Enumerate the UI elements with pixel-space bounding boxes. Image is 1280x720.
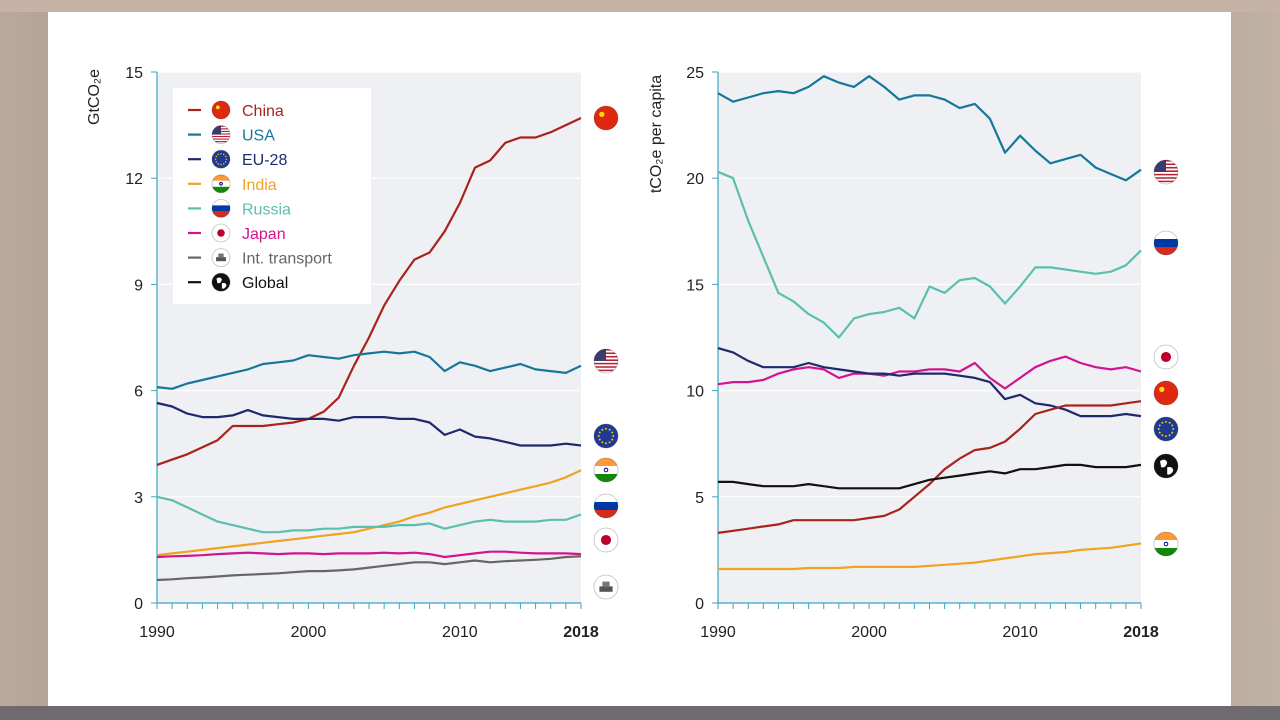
right-x-tick-label: 2018 (1123, 624, 1159, 641)
left-chart: 0 3 6 9 12 15 1990 2000 2010 2018 GtCO₂e China USA EU… (86, 65, 619, 641)
left-y-tick-label: 15 (125, 65, 143, 82)
right-series-line-india (718, 542, 1142, 571)
legend-label-usa: USA (242, 128, 275, 145)
left-x-tick-label: 2010 (442, 624, 478, 641)
right-badge-russia-icon (1153, 230, 1179, 256)
left-badge-japan-icon (593, 527, 619, 553)
right-x-tick-label: 2010 (1002, 624, 1038, 641)
legend-label-russia: Russia (242, 201, 291, 218)
legend-badge-eu-28-icon (211, 149, 231, 169)
right-y-tick-label: 15 (686, 277, 704, 294)
legend-box (173, 88, 371, 304)
left-y-tick-label: 3 (134, 490, 143, 507)
right-badge-china-icon (1153, 380, 1179, 406)
left-series-line-eu-28 (156, 401, 582, 447)
right-series-line-eu-28 (717, 347, 1142, 418)
right-y-axis-label: tCO₂e per capita (648, 75, 665, 193)
right-y-tick-label: 20 (686, 171, 704, 188)
legend-badge-int-transport-icon (211, 248, 231, 268)
legend: China USA EU-28 India Russia Japan Int. transp… (173, 88, 371, 304)
left-y-tick-label: 9 (134, 277, 143, 294)
right-y-tick-label: 10 (686, 384, 704, 401)
left-badge-int-transport-icon (593, 574, 619, 600)
left-badge-usa-icon (593, 348, 619, 374)
left-series-line-int-transport (156, 555, 582, 582)
right-y-tick-label: 25 (686, 65, 704, 82)
right-series-line-usa (717, 75, 1142, 182)
left-badge-russia-icon (593, 493, 619, 519)
right-series-line-global (718, 463, 1142, 490)
legend-badge-japan-icon (211, 223, 231, 243)
legend-badge-global-icon (211, 272, 231, 292)
left-x-tick-label: 1990 (139, 624, 175, 641)
left-y-tick-label: 6 (134, 384, 143, 401)
right-x-tick-label: 2000 (851, 624, 887, 641)
right-y-tick-label: 0 (695, 596, 704, 613)
right-y-tick-label: 5 (695, 490, 704, 507)
left-x-tick-label: 2018 (563, 624, 599, 641)
legend-label-india: India (242, 177, 277, 194)
left-series-line-usa (156, 350, 582, 390)
right-badge-eu-28-icon (1153, 416, 1179, 442)
left-y-axis-label: GtCO₂e (86, 69, 103, 125)
legend-label-global: Global (242, 275, 288, 292)
right-badge-india-icon (1153, 531, 1179, 557)
left-badge-china-icon (593, 105, 619, 131)
left-x-tick-label: 2000 (291, 624, 327, 641)
left-badge-eu-28-icon (593, 423, 619, 449)
legend-badge-india-icon (211, 174, 231, 194)
left-series-line-japan (156, 550, 582, 559)
left-y-tick-label: 12 (125, 171, 143, 188)
legend-label-china: China (242, 103, 284, 120)
left-y-tick-label: 0 (134, 596, 143, 613)
right-series-line-china (717, 400, 1142, 534)
background-blur-bottom (0, 706, 1280, 720)
right-badge-usa-icon (1153, 159, 1179, 185)
left-badge-india-icon (593, 457, 619, 483)
legend-label-eu-28: EU-28 (242, 152, 287, 169)
right-series-line-russia (717, 170, 1142, 339)
legend-badge-russia-icon (211, 198, 231, 218)
left-series-line-china (156, 117, 582, 466)
background-blur-top (0, 0, 1280, 12)
legend-label-japan: Japan (242, 226, 286, 243)
right-x-tick-label: 1990 (700, 624, 736, 641)
legend-badge-usa-icon (211, 125, 231, 145)
legend-badge-china-icon (211, 100, 231, 120)
right-badge-japan-icon (1153, 344, 1179, 370)
left-series-line-india (156, 469, 582, 557)
legend-label-int-transport: Int. transport (242, 251, 332, 268)
right-chart: 0 5 10 15 20 25 1990 2000 2010 2018 tCO₂e per capi… (648, 65, 1179, 641)
left-series-line-russia (156, 495, 582, 534)
right-badge-global-icon (1153, 453, 1179, 479)
right-series-line-japan (717, 355, 1142, 390)
right-plot-area (718, 72, 1141, 603)
